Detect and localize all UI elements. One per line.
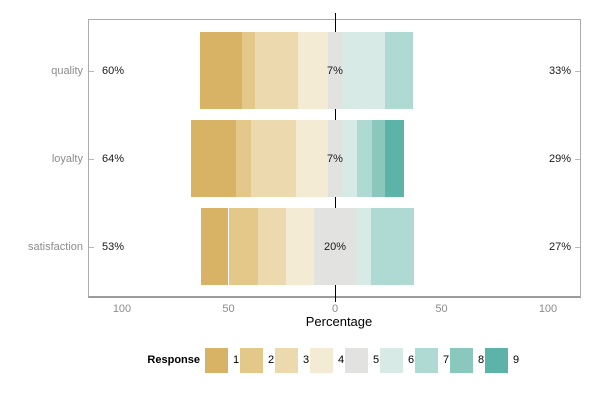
y-axis-tick-left xyxy=(89,246,94,248)
bar-segment-response-2 xyxy=(235,120,251,197)
positive-total-label: 29% xyxy=(548,152,572,165)
legend-swatch-5 xyxy=(345,348,368,373)
negative-total-label: 64% xyxy=(101,152,125,165)
bar-segment-response-7 xyxy=(357,120,373,197)
bar-segment-response-1 xyxy=(200,208,229,285)
neutral-label: 20% xyxy=(323,240,347,253)
legend-swatch-8 xyxy=(450,348,473,373)
y-axis-tick-right xyxy=(575,246,580,248)
category-label: loyalty xyxy=(51,152,83,165)
bar-segment-response-6 xyxy=(342,120,358,197)
legend-swatch-7 xyxy=(415,348,438,373)
negative-total-label: 53% xyxy=(101,240,125,253)
x-tick-label: 0 xyxy=(331,303,339,315)
legend-swatch-2 xyxy=(240,348,263,373)
positive-total-label: 33% xyxy=(548,64,572,77)
legend-item-label: 7 xyxy=(443,354,450,366)
bar-segment-response-3 xyxy=(255,32,298,109)
x-axis-title: Percentage xyxy=(305,314,373,329)
bar-segment-response-5 xyxy=(327,120,343,197)
legend-item-label: 2 xyxy=(268,354,275,366)
x-tick-label: 100 xyxy=(112,303,132,315)
bar-segment-response-7 xyxy=(371,208,414,285)
bar-segment-response-5 xyxy=(313,208,357,285)
legend-item-label: 3 xyxy=(303,354,310,366)
legend-item-label: 4 xyxy=(338,354,345,366)
bar-segment-response-2 xyxy=(228,208,259,285)
legend-swatch-4 xyxy=(310,348,333,373)
legend-swatch-3 xyxy=(275,348,298,373)
legend-item-label: 6 xyxy=(408,354,415,366)
legend-title: Response xyxy=(147,354,200,366)
category-label: satisfaction xyxy=(27,240,83,253)
bar-segment-response-9 xyxy=(385,120,405,197)
x-tick-label: 50 xyxy=(222,303,235,315)
bar-segment-response-4 xyxy=(297,32,328,109)
y-axis-tick-left xyxy=(89,158,94,160)
legend-item-label: 9 xyxy=(513,354,520,366)
bar-segment-response-2 xyxy=(242,32,256,109)
bar-segment-response-8 xyxy=(372,120,386,197)
y-axis-tick-right xyxy=(575,158,580,160)
category-label: quality xyxy=(51,64,83,77)
bar-segment-response-3 xyxy=(258,208,286,285)
bar-segment-response-1 xyxy=(199,32,243,109)
neutral-label: 7% xyxy=(327,64,343,77)
legend-swatch-1 xyxy=(205,348,228,373)
y-axis-tick-left xyxy=(89,70,94,72)
legend-item-label: 1 xyxy=(233,354,240,366)
legend-item-label: 8 xyxy=(478,354,485,366)
bar-segment-response-7 xyxy=(385,32,413,109)
x-tick-label: 50 xyxy=(435,303,448,315)
negative-total-label: 60% xyxy=(101,64,125,77)
bar-segment-response-6 xyxy=(342,32,386,109)
bar-segment-response-6 xyxy=(356,208,372,285)
bar-segment-response-4 xyxy=(286,208,314,285)
bar-segment-response-4 xyxy=(295,120,328,197)
bar-segment-response-3 xyxy=(250,120,296,197)
positive-total-label: 27% xyxy=(548,240,572,253)
bar-segment-response-5 xyxy=(327,32,343,109)
x-tick-label: 100 xyxy=(538,303,558,315)
legend-swatch-9 xyxy=(485,348,508,373)
bar-segment-response-1 xyxy=(191,120,236,197)
legend-item-label: 5 xyxy=(373,354,380,366)
neutral-label: 7% xyxy=(327,152,343,165)
legend-swatch-6 xyxy=(380,348,403,373)
y-axis-tick-right xyxy=(575,70,580,72)
